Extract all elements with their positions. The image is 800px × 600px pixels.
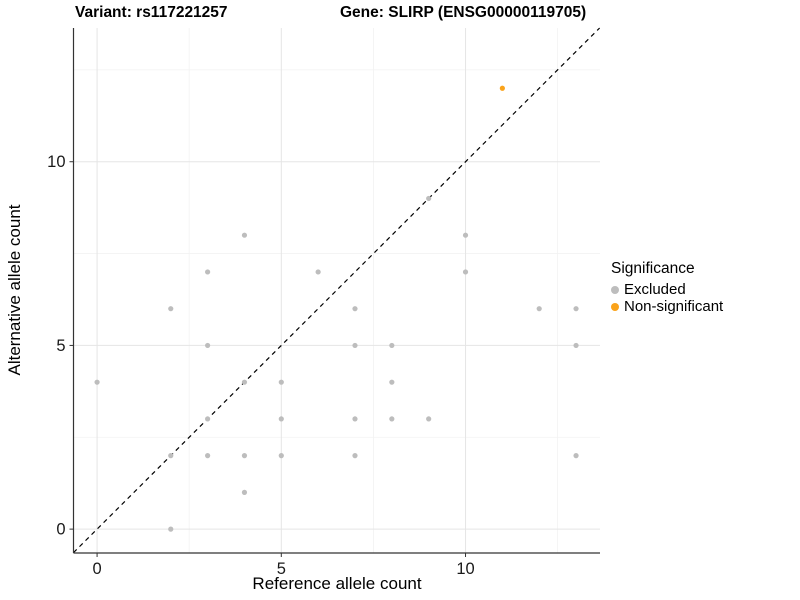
non-significant-dot-icon (611, 303, 619, 311)
legend-title: Significance (611, 260, 695, 277)
data-point-excluded (168, 306, 174, 312)
excluded-dot-icon (611, 286, 619, 294)
legend-item-excluded: Excluded (611, 282, 723, 298)
data-point-excluded (536, 306, 542, 312)
legend: Significance Excluded Non-significant (611, 260, 723, 315)
data-point-excluded (205, 416, 211, 422)
legend-item-label: Non-significant (624, 298, 724, 315)
legend-item-non-significant: Non-significant (611, 299, 723, 315)
data-point-excluded (315, 269, 321, 275)
data-point-excluded (462, 269, 469, 275)
y-axis-title: Alternative allele count (5, 204, 24, 376)
data-point-excluded (94, 379, 100, 385)
data-point-excluded (462, 232, 469, 238)
data-point-excluded (278, 453, 284, 459)
x-tick-label: 0 (92, 560, 101, 578)
data-point-excluded (352, 342, 358, 349)
legend-item-label: Excluded (624, 281, 686, 298)
data-point-excluded (241, 232, 248, 238)
data-point-excluded (573, 306, 579, 312)
x-tick-label: 5 (277, 560, 286, 578)
data-point-excluded (168, 453, 174, 459)
y-tick-label: 0 (56, 521, 65, 539)
data-point-non-significant (499, 85, 505, 91)
data-point-excluded (573, 342, 579, 349)
data-point-excluded (241, 489, 248, 495)
variant-title: Variant: rs117221257 (75, 4, 228, 21)
data-point-excluded (168, 526, 174, 532)
data-point-excluded (426, 416, 432, 422)
data-point-excluded (389, 379, 395, 385)
data-point-excluded (278, 416, 284, 422)
data-point-excluded (205, 269, 211, 275)
data-point-excluded (241, 379, 248, 385)
data-point-excluded (352, 416, 358, 422)
data-point-excluded (389, 342, 395, 349)
y-tick-label: 10 (47, 153, 65, 171)
data-point-excluded (573, 453, 579, 459)
x-axis-title: Reference allele count (252, 574, 422, 593)
data-point-excluded (205, 342, 211, 349)
identity-dashed-line (73, 27, 601, 554)
data-point-excluded (278, 379, 284, 385)
x-tick-label: 10 (456, 560, 474, 578)
gene-title: Gene: SLIRP (ENSG00000119705) (340, 4, 587, 21)
data-point-excluded (389, 416, 395, 422)
data-point-excluded (352, 306, 358, 312)
y-tick-label: 5 (56, 337, 65, 355)
data-point-excluded (426, 195, 432, 202)
data-point-excluded (352, 453, 358, 459)
data-point-excluded (241, 453, 248, 459)
data-point-excluded (205, 453, 211, 459)
